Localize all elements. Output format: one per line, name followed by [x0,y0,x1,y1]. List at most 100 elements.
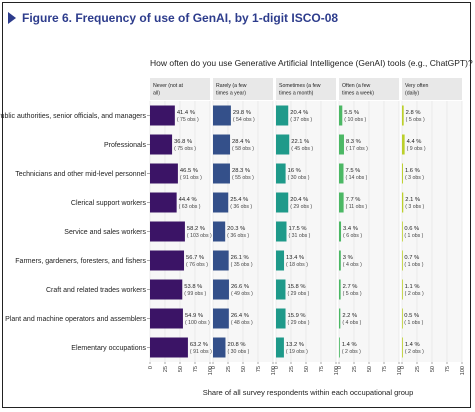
bar [150,250,185,271]
bar-obs-label: ( 30 obs ) [227,349,249,355]
panel-header-strip [402,78,462,100]
bar [402,192,404,213]
bar-value-label: 7.7 % [346,197,361,203]
bar-value-label: 15.8 % [287,284,305,290]
bar-obs-label: ( 91 obs ) [190,349,212,355]
x-tick-label: 100 [334,366,340,375]
bar-obs-label: ( 9 obs ) [407,146,426,152]
bar [402,308,403,329]
panel-header-text: Never (not at [153,83,184,89]
x-tick-label: 100 [397,366,403,375]
bar-obs-label: ( 11 obs ) [346,204,368,210]
bar-obs-label: ( 58 obs ) [232,146,254,152]
x-tick-label: 50 [367,366,373,372]
x-tick-label: 75 [319,366,325,372]
bar [213,192,229,213]
bar-value-label: 20.8 % [227,342,245,348]
bar-value-label: 56.7 % [186,255,204,261]
bar-obs-label: ( 2 obs ) [342,349,361,355]
bar-obs-label: ( 91 obs ) [180,175,202,181]
bar-obs-label: ( 17 obs ) [346,146,368,152]
bar-obs-label: ( 75 obs ) [177,117,199,123]
bar-obs-label: ( 1 obs ) [404,262,423,268]
title-marker-icon [8,12,16,24]
bar [402,105,404,126]
bar-obs-label: ( 14 obs ) [346,175,368,181]
bar [402,279,403,300]
bar-value-label: 22.1 % [291,139,309,145]
category-label: Craft and related trades workers [46,287,146,294]
bar-value-label: 26.1 % [231,255,249,261]
bar-obs-label: ( 100 obs ) [185,320,210,326]
bar [276,279,286,300]
bar [339,221,342,242]
bar-value-label: 4.4 % [407,139,422,145]
x-tick-label: 25 [289,366,295,372]
bar-obs-label: ( 1 obs ) [404,320,423,326]
bar [213,337,226,358]
bar-obs-label: ( 54 obs ) [233,117,255,123]
bar-value-label: 44.4 % [179,197,197,203]
x-tick-label: 75 [193,366,199,372]
panel-header-strip [150,78,210,100]
bar [150,134,173,155]
bar-obs-label: ( 4 obs ) [342,320,361,326]
bar-obs-label: ( 63 obs ) [179,204,201,210]
category-label: Plant and machine operators and assemble… [5,316,146,323]
bar [213,105,231,126]
chart-subtitle: How often do you use Generative Artifici… [150,58,473,68]
bar-value-label: 3.4 % [343,226,358,232]
bar-obs-label: ( 29 obs ) [287,291,309,297]
category-label: Clerical support workers [71,200,147,207]
bar-obs-label: ( 10 obs ) [344,117,366,123]
bar-value-label: 46.5 % [180,168,198,174]
bar-obs-label: ( 45 obs ) [291,146,313,152]
bar-value-label: 26.4 % [231,313,249,319]
bar-value-label: 63.2 % [190,342,208,348]
bar-obs-label: ( 19 obs ) [286,349,308,355]
panel-header-text: (daily) [405,91,419,97]
bar-value-label: 20.4 % [290,110,308,116]
bar [339,308,341,329]
bar-obs-label: ( 35 obs ) [231,262,253,268]
bar-value-label: 7.5 % [346,168,361,174]
panel-header-strip [339,78,399,100]
x-tick-label: 100 [271,366,277,375]
bar [213,279,229,300]
bar-obs-label: ( 49 obs ) [231,291,253,297]
panel-header-text: times a week) [342,91,374,97]
bar [339,163,344,184]
category-label: Public authorities, senior officials, an… [0,113,147,120]
panel-header-text: all) [153,91,160,97]
bar [276,337,284,358]
bar-obs-label: ( 2 obs ) [405,291,424,297]
bar-value-label: 13.2 % [286,342,304,348]
bar-value-label: 58.2 % [187,226,205,232]
bar [276,250,285,271]
category-label: Service and sales workers [64,229,146,236]
bar [339,337,340,358]
bar-obs-label: ( 103 obs ) [187,233,212,239]
figure-title: Figure 6. Frequency of use of GenAI, by … [22,11,339,25]
bar [339,279,341,300]
bar [276,105,289,126]
bar-obs-label: ( 2 obs ) [405,349,424,355]
figure-frame [2,2,471,408]
x-tick-label: 0 [400,366,406,369]
x-tick-label: 25 [352,366,358,372]
panel-header-text: Rarely (a few [216,83,247,89]
bar [213,308,229,329]
panel-header-text: Sometimes (a few [279,83,321,89]
panel-header-strip [213,78,273,100]
x-tick-label: 0 [148,366,154,369]
bar-value-label: 17.5 % [289,226,307,232]
panel-header-text: times a year) [216,91,246,97]
bar-value-label: 16 % [288,168,301,174]
bar-value-label: 54.9 % [185,313,203,319]
bar [402,163,403,184]
bar [339,192,344,213]
bar-value-label: 1.6 % [405,168,420,174]
bar-value-label: 5.5 % [344,110,359,116]
bar-obs-label: ( 5 obs ) [343,291,362,297]
